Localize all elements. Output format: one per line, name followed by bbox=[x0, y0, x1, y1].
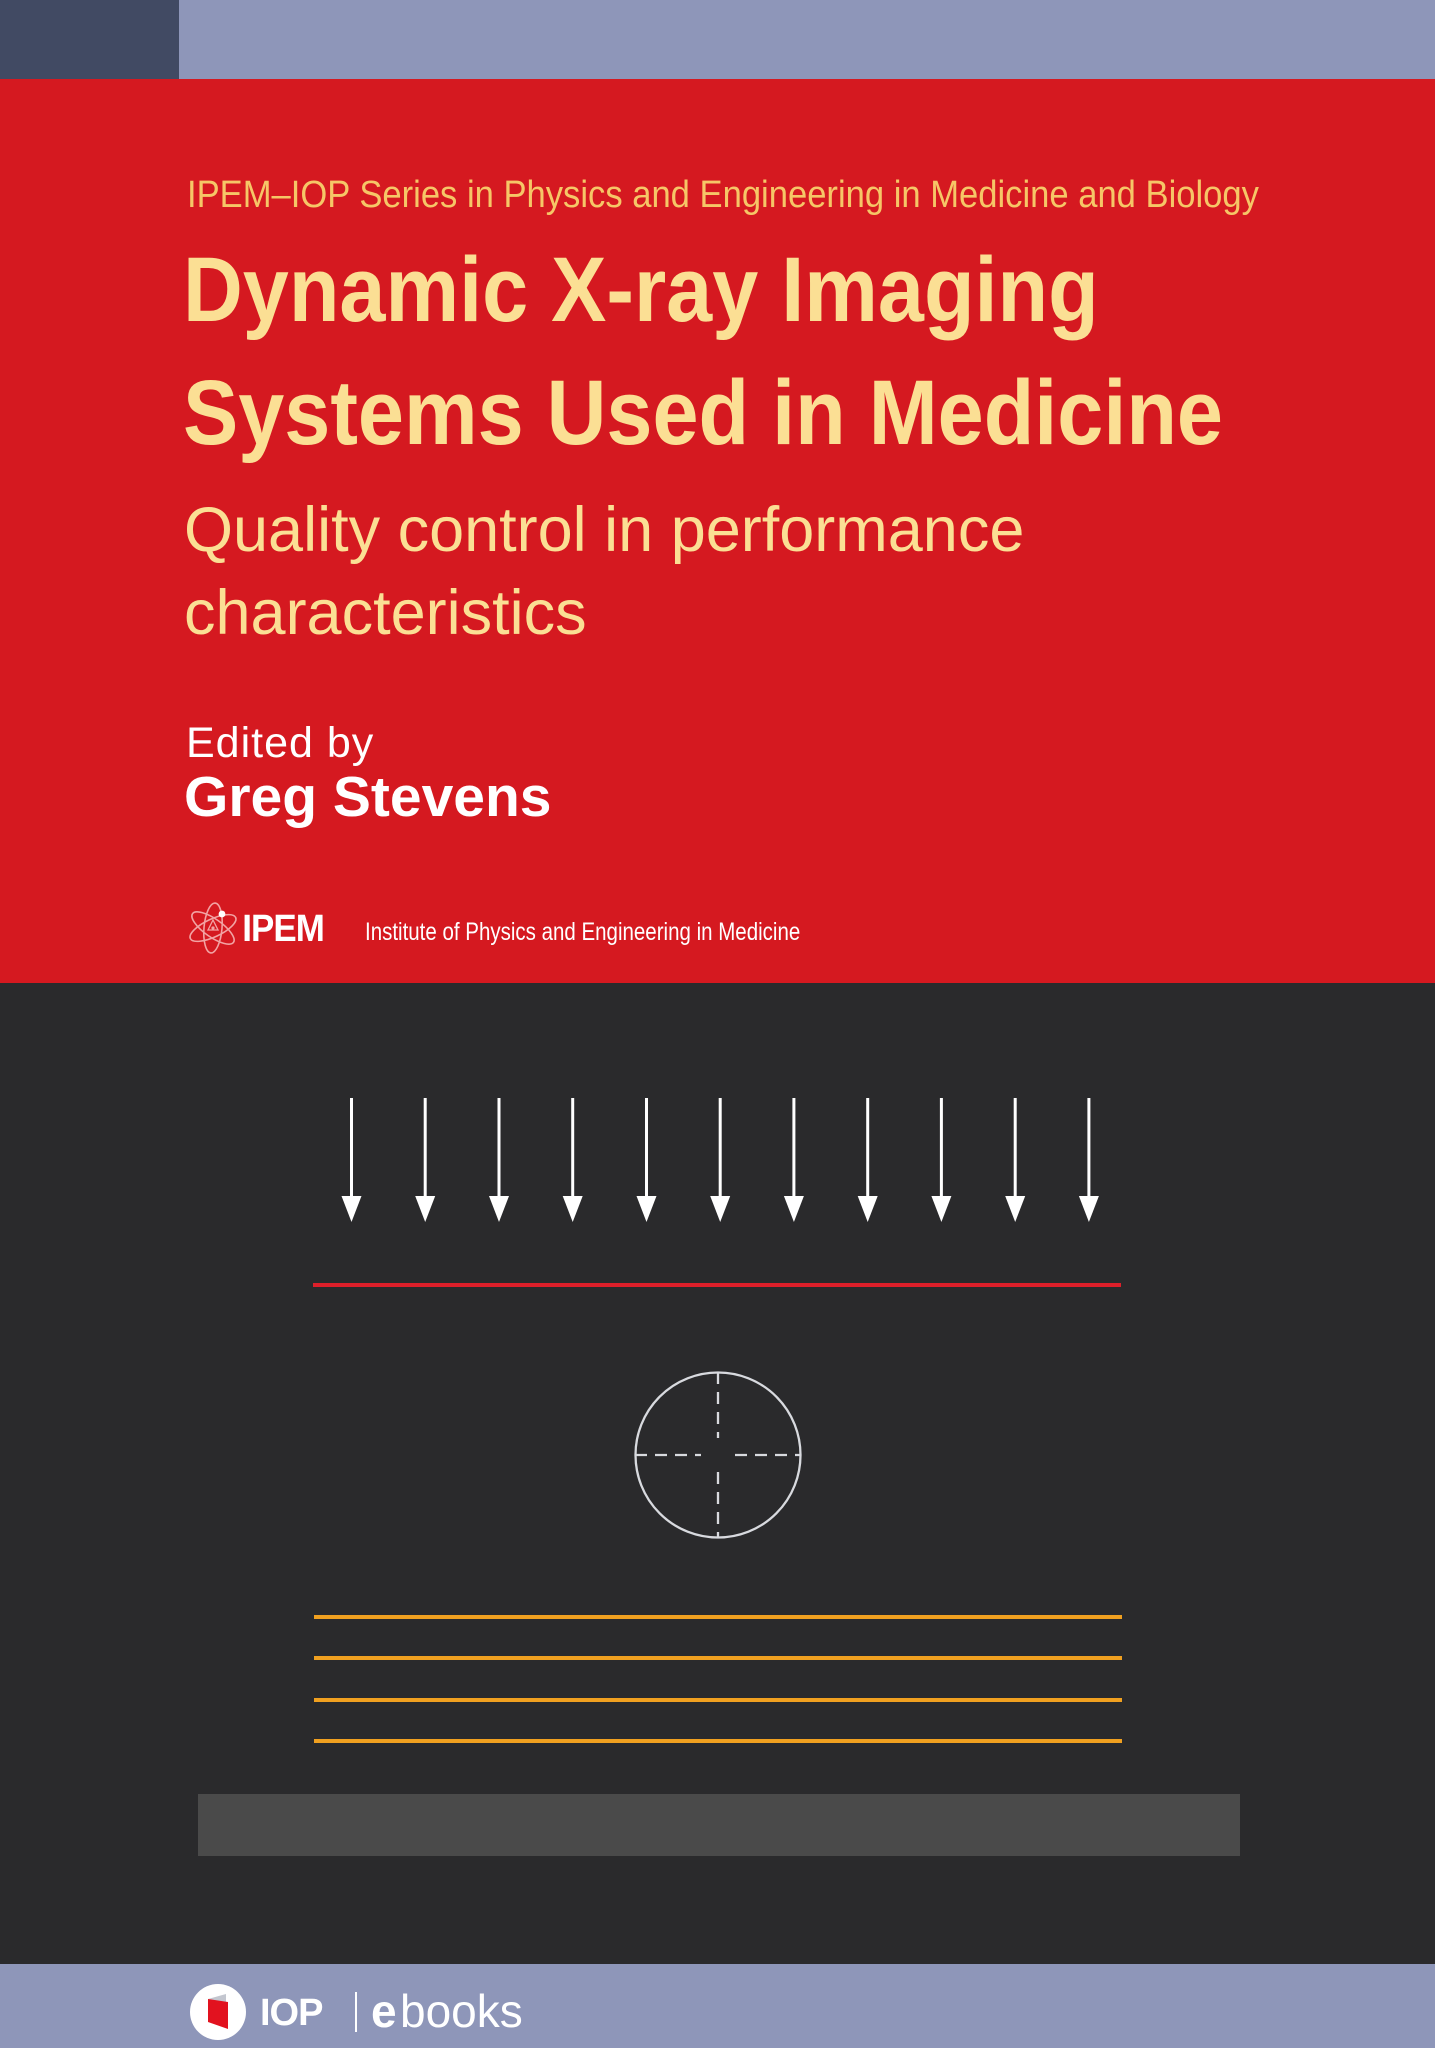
svg-text:books: books bbox=[400, 1985, 523, 2037]
svg-text:IOP: IOP bbox=[260, 1992, 323, 2034]
svg-text:e: e bbox=[371, 1985, 397, 2037]
svg-text:Institute of Physics and Engin: Institute of Physics and Engineering in … bbox=[365, 917, 800, 945]
svg-text:IPEM: IPEM bbox=[242, 907, 324, 950]
